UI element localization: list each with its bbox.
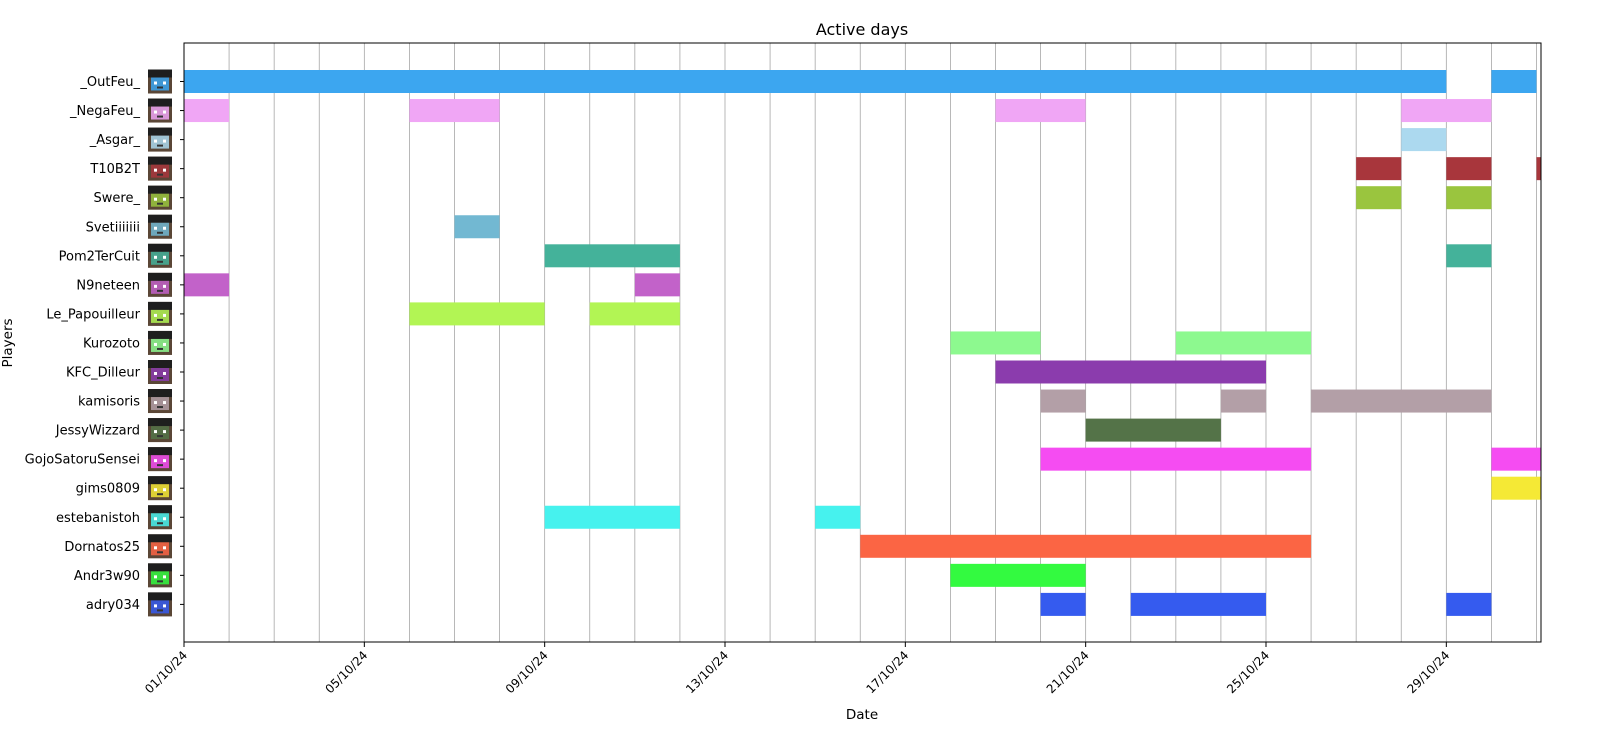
activity-bar [950,563,1086,587]
player-label: Le_Papouilleur [46,307,140,322]
player-label: estebanistoh [56,511,140,526]
activity-bar [184,273,230,297]
activity-bar [634,273,680,297]
chart-title: Active days [816,20,908,39]
player-label: Andr3w90 [74,569,140,584]
wizard-skin-avatar [148,418,172,443]
activity-bar [995,360,1266,384]
activity-bar [995,99,1086,123]
activity-bar [1401,128,1447,152]
activity-bar [950,331,1041,355]
activity-bars [184,70,1541,616]
activity-bar [1356,186,1402,210]
player-label: _Asgar_ [89,133,141,148]
beige-skin-avatar [148,505,172,530]
player-label: Kurozoto [83,336,140,351]
activity-bar [1491,447,1541,471]
player-label: adry034 [86,598,140,613]
activity-bar [454,215,500,239]
x-axis-label: Date [846,707,878,723]
activity-bar [1536,157,1541,181]
player-label: Pom2TerCuit [59,249,140,264]
activity-bar [184,70,1447,93]
y-axis-label: Players [0,318,16,367]
player-label: Swere_ [94,191,141,206]
y-axis: _OutFeu_ _NegaFeu_ _Asgar_ T10B2T Swere_ Svet… [25,69,184,617]
activity-bar [1040,447,1312,471]
activity-bar [1220,389,1266,413]
player-label: gims0809 [76,482,140,497]
activity-bar [1446,244,1492,268]
player-label: GojoSatoruSensei [25,453,140,468]
black-mask-avatar [148,185,172,210]
white-skin-avatar [148,447,172,472]
pale-skin-avatar [148,330,172,355]
brown-hair-avatar [148,389,172,414]
player-label: T10B2T [89,162,140,177]
activity-bar [184,99,230,123]
white-hair-avatar [148,156,172,181]
player-label: Dornatos25 [64,540,140,555]
activity-bar [1446,186,1492,210]
player-label: JessyWizzard [55,424,140,439]
activity-bar [1446,592,1492,616]
cyan-skin-avatar [148,98,172,123]
activity-bar [409,302,545,326]
orange-skin-avatar [148,301,172,326]
dark-hair-avatar [148,272,172,297]
activity-bar [544,505,680,529]
green-skin-avatar [148,243,172,268]
activity-bar [1311,389,1492,413]
activity-bar [544,244,680,268]
activity-bar [1085,418,1221,442]
player-label: _OutFeu_ [79,75,140,90]
player-label: _NegaFeu_ [69,104,140,119]
dark-skin-avatar [148,127,172,152]
activity-bar [815,505,861,529]
activity-bar [1491,70,1537,93]
diamond-skin-avatar [148,476,172,501]
activity-bar [1446,157,1492,181]
player-label: KFC_Dilleur [66,366,141,381]
activity-bar [1491,476,1541,500]
activity-bar [1040,592,1086,616]
activity-bar [1401,99,1492,123]
colorful-skin-avatar [148,592,172,617]
fire-skin-avatar [148,69,172,94]
player-label: N9neteen [76,278,140,293]
player-label: Svetiiiiiii [86,220,140,235]
activity-bar [860,534,1312,558]
tan-skin-avatar [148,360,172,384]
brown-skin-avatar [148,214,172,239]
activity-bar [589,302,680,326]
activity-bar [409,99,500,123]
light-skin-avatar [148,563,172,588]
activity-bar [1130,592,1266,616]
orange-hair-avatar [148,534,172,559]
player-label: kamisoris [78,395,140,410]
activity-bar [1175,331,1312,355]
activity-bar [1356,157,1402,181]
activity-bar [1040,389,1086,413]
